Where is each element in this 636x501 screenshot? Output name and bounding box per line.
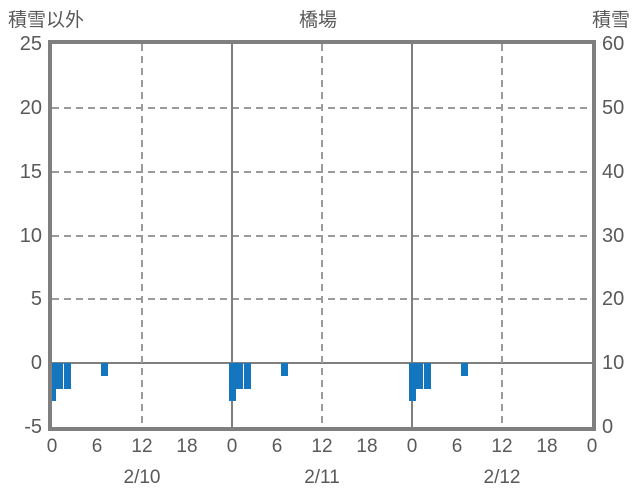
bar-hourly-value	[416, 363, 423, 389]
bar-hourly-value	[52, 363, 56, 402]
left-axis-tick-label: 15	[19, 160, 42, 183]
hour-tick-label: 18	[536, 436, 558, 457]
date-label: 2/10	[123, 467, 161, 488]
hour-tick-label: 0	[226, 436, 238, 457]
gridline-vertical-day-boundary	[231, 44, 233, 427]
gridline-vertical-dashed	[141, 44, 143, 427]
left-axis-tick-label: 0	[30, 352, 42, 375]
right-axis-tick-label: 50	[602, 96, 625, 119]
right-axis-tick-label: 30	[602, 224, 625, 247]
bar-hourly-value	[461, 363, 468, 376]
left-axis-tick-label: 25	[19, 33, 42, 55]
date-label: 2/12	[483, 467, 521, 488]
left-axis-tick-label: 10	[19, 224, 42, 247]
right-axis-tick-label: 0	[602, 416, 614, 438]
left-axis-tick-label: 20	[19, 96, 42, 119]
right-axis-tick-label: 40	[602, 160, 625, 183]
gridline-vertical-dashed	[501, 44, 503, 427]
hour-tick-label: 0	[46, 436, 58, 457]
gridline-vertical-dashed	[321, 44, 323, 427]
bar-hourly-value	[236, 363, 243, 389]
hour-tick-label: 18	[356, 436, 378, 457]
hour-tick-label: 0	[586, 436, 598, 457]
bar-hourly-value	[281, 363, 288, 376]
gridline-vertical-day-boundary	[411, 44, 413, 427]
hour-tick-label: 18	[176, 436, 198, 457]
left-axis-title: 積雪以外	[8, 10, 85, 31]
left-axis-tick-label: -5	[24, 416, 42, 438]
bar-hourly-value	[243, 363, 251, 389]
bar-hourly-value	[101, 363, 108, 376]
right-axis-tick-label: 10	[602, 352, 625, 375]
chart-title: 橋場	[298, 10, 337, 31]
hour-tick-label: 12	[491, 436, 513, 457]
date-label: 2/11	[304, 467, 340, 488]
bar-hourly-value	[63, 363, 71, 389]
bar-hourly-value	[408, 363, 416, 402]
hour-tick-label: 6	[91, 436, 103, 457]
bar-hourly-value	[423, 363, 431, 389]
plot-area-frame	[48, 40, 596, 431]
hour-tick-label: 6	[451, 436, 463, 457]
plot-area	[52, 44, 592, 427]
hour-tick-label: 0	[406, 436, 418, 457]
right-axis-tick-label: 60	[602, 33, 625, 55]
bar-hourly-value	[56, 363, 63, 389]
hour-tick-label: 12	[311, 436, 333, 457]
hour-tick-label: 12	[131, 436, 153, 457]
bar-hourly-value	[228, 363, 236, 402]
left-axis-tick-label: 5	[30, 288, 42, 311]
right-axis-title: 積雪	[591, 10, 630, 31]
hour-tick-label: 6	[271, 436, 283, 457]
right-axis-tick-label: 20	[602, 288, 625, 311]
